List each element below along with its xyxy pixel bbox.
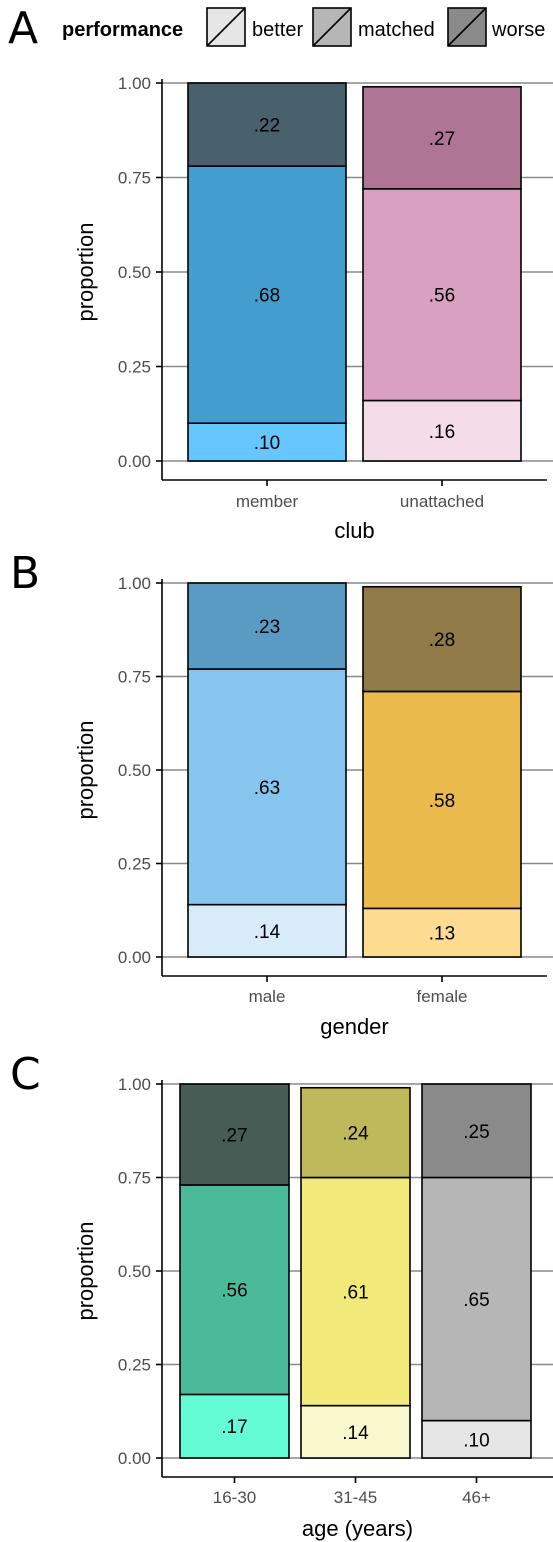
data-label-better-31-45: .14 xyxy=(342,1423,369,1444)
data-label-worse-unattached: .27 xyxy=(429,129,455,150)
x-axis-title: age (years) xyxy=(302,1516,413,1541)
bar-segment-matched-female xyxy=(362,690,522,910)
data-label-better-unattached: .16 xyxy=(429,422,455,443)
legend-entry-matched: matched xyxy=(312,7,435,47)
y-axis-title: proportion xyxy=(73,720,98,819)
data-label-matched-female: .58 xyxy=(429,791,455,812)
y-tick-label: 0.50 xyxy=(118,761,151,780)
data-label-matched-unattached: .56 xyxy=(429,286,455,307)
data-label-matched-member: .68 xyxy=(254,286,280,307)
bar-segment-better-female xyxy=(362,907,522,958)
legend: performance better matched worse xyxy=(62,7,545,47)
y-tick-label: 1.00 xyxy=(118,74,151,93)
legend-key-slash xyxy=(206,7,246,47)
data-label-matched-46+: .65 xyxy=(463,1290,489,1311)
x-axis-title: club xyxy=(334,518,374,543)
x-tick-label: 46+ xyxy=(462,1488,491,1507)
data-label-worse-member: .22 xyxy=(254,116,280,137)
x-tick-label: unattached xyxy=(400,492,484,511)
bar-segment-matched-male xyxy=(187,668,347,906)
bar-segment-worse-16-30 xyxy=(179,1083,290,1186)
data-label-matched-31-45: .61 xyxy=(342,1283,368,1304)
y-axis-title: proportion xyxy=(73,1221,98,1320)
legend-entry-worse: worse xyxy=(447,7,545,47)
bar-segment-matched-16-30 xyxy=(179,1184,290,1396)
legend-label-better: better xyxy=(252,19,303,41)
data-label-better-female: .13 xyxy=(429,924,455,945)
data-label-better-16-30: .17 xyxy=(221,1417,247,1438)
legend-key-slash xyxy=(312,7,352,47)
data-label-worse-31-45: .24 xyxy=(342,1124,369,1145)
y-tick-label: 0.25 xyxy=(118,1356,151,1375)
y-tick-label: 1.00 xyxy=(118,574,151,593)
y-tick-label: 0.50 xyxy=(118,1262,151,1281)
bar-segment-better-unattached xyxy=(362,399,522,462)
y-tick-label: 0.75 xyxy=(118,668,151,687)
data-label-better-46+: .10 xyxy=(463,1430,489,1451)
x-tick-label: male xyxy=(249,987,286,1006)
x-tick-label: member xyxy=(236,492,299,511)
chart-panel-b: 0.00 0.25 0.50 0.75 1.00 .14 .63 .23 male .13 .58.… xyxy=(73,574,553,1039)
x-tick-label: 31-45 xyxy=(334,1488,377,1507)
legend-title: performance xyxy=(62,19,183,41)
panel-letter-b: B xyxy=(10,548,40,599)
y-tick-label: 0.75 xyxy=(118,169,151,188)
bar-segment-worse-unattached xyxy=(362,85,522,190)
y-tick-label: 0.25 xyxy=(118,855,151,874)
x-axis-title: gender xyxy=(320,1014,389,1039)
y-tick-label: 0.75 xyxy=(118,1169,151,1188)
y-tick-label: 1.00 xyxy=(118,1075,151,1094)
panel-letter-c: C xyxy=(10,1049,41,1100)
x-tick-label: female xyxy=(416,987,467,1006)
bar-segment-worse-member xyxy=(187,82,347,167)
legend-entry-better: better xyxy=(206,7,303,47)
data-label-matched-16-30: .56 xyxy=(221,1281,247,1302)
data-label-worse-male: .23 xyxy=(254,617,280,638)
y-tick-label: 0.25 xyxy=(118,358,151,377)
bar-segment-worse-31-45 xyxy=(300,1086,411,1179)
bar-segment-matched-unattached xyxy=(362,188,522,402)
y-tick-label: 0.00 xyxy=(118,948,151,967)
bar-segment-matched-31-45 xyxy=(300,1176,411,1407)
bar-segment-worse-male xyxy=(187,582,347,670)
chart-panel-c: 0.00 0.25 0.50 0.75 1.00 .17 .56 .27 16-30 .14 .61… xyxy=(73,1075,553,1541)
bar-segment-matched-member xyxy=(187,165,347,425)
bar-segment-better-31-45 xyxy=(300,1404,411,1459)
data-label-worse-female: .28 xyxy=(429,630,455,651)
data-label-matched-male: .63 xyxy=(254,778,280,799)
legend-label-matched: matched xyxy=(358,19,435,41)
bar-segment-better-male xyxy=(187,903,347,958)
y-tick-label: 0.00 xyxy=(118,452,151,471)
legend-key-slash xyxy=(447,7,487,47)
y-axis-title: proportion xyxy=(73,222,98,321)
chart-panel-a: 0.00 0.25 0.50 0.75 1.00 .10 .68 .22 member .16 .5… xyxy=(73,74,553,543)
legend-label-worse: worse xyxy=(491,19,545,41)
data-label-better-member: .10 xyxy=(254,433,280,454)
y-tick-label: 0.00 xyxy=(118,1449,151,1468)
y-tick-label: 0.50 xyxy=(118,263,151,282)
data-label-worse-16-30: .27 xyxy=(221,1125,247,1146)
data-label-better-male: .14 xyxy=(254,922,281,943)
bar-segment-better-member xyxy=(187,422,347,462)
data-label-worse-46+: .25 xyxy=(463,1122,489,1143)
bar-segment-worse-46+ xyxy=(421,1083,532,1179)
bar-segment-worse-female xyxy=(362,585,522,693)
panel-letter-a: A xyxy=(8,3,38,54)
x-tick-label: 16-30 xyxy=(213,1488,256,1507)
bar-segment-better-16-30 xyxy=(179,1393,290,1459)
